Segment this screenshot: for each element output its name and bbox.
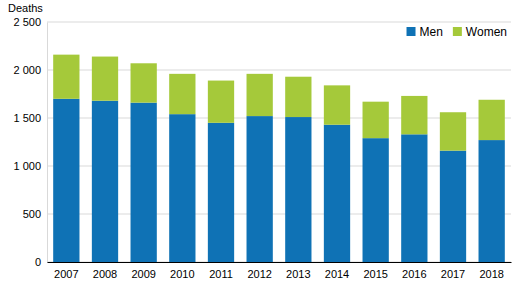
bar (479, 140, 505, 262)
plot: 0 500 1 000 1 500 2 000 2 500 2007 2008 2009 2010… (13, 16, 511, 280)
legend-item: Women (453, 25, 507, 39)
y-axis-title: Deaths (8, 2, 43, 14)
y-axis: 0 500 1 000 1 500 2 000 2 500 (13, 16, 47, 268)
chart: 0 500 1 000 1 500 2 000 2 500 2007 2008 2009 2010… (0, 0, 521, 302)
bar (440, 112, 466, 150)
x-tick-label: 2015 (363, 268, 387, 280)
x-tick: 2013 (286, 262, 310, 280)
x-tick: 2018 (479, 262, 503, 280)
x-tick: 2015 (363, 262, 387, 280)
bar (440, 151, 466, 262)
y-tick-label: 2 000 (13, 64, 41, 76)
x-tick: 2009 (131, 262, 155, 280)
bar (324, 85, 350, 124)
x-tick-label: 2013 (286, 268, 310, 280)
bar (324, 125, 350, 262)
x-tick-label: 2018 (479, 268, 503, 280)
x-tick-label: 2010 (170, 268, 194, 280)
y-tick-label: 0 (35, 256, 41, 268)
legend-label: Women (466, 25, 507, 39)
bar (92, 57, 118, 101)
x-tick-label: 2009 (131, 268, 155, 280)
x-tick: 2012 (247, 262, 271, 280)
series-1 (53, 55, 505, 151)
bar (363, 102, 389, 138)
bar (131, 63, 157, 102)
y-tick-label: 1 500 (13, 112, 41, 124)
x-tick-label: 2016 (402, 268, 426, 280)
x-tick: 2011 (209, 262, 233, 280)
x-tick: 2016 (402, 262, 426, 280)
legend: Women Men (407, 25, 507, 39)
legend-label: Men (420, 25, 443, 39)
bar (363, 138, 389, 262)
x-tick-label: 2008 (93, 268, 117, 280)
x-tick: 2007 (54, 262, 78, 280)
bar (401, 134, 427, 262)
bar (53, 55, 79, 99)
x-tick-label: 2017 (441, 268, 465, 280)
y-tick: 1 500 (13, 112, 47, 124)
y-tick-label: 2 500 (13, 16, 41, 28)
x-axis: 2007 2008 2009 2010 2011 2012 2013 2014 2015 2016… (48, 262, 512, 280)
bar (479, 100, 505, 140)
x-axis-line (48, 262, 512, 263)
legend-swatch (453, 27, 462, 36)
grid (47, 22, 511, 262)
x-tick-label: 2007 (54, 268, 78, 280)
bar (169, 114, 195, 262)
series-0 (53, 99, 505, 262)
bar (131, 103, 157, 262)
bar (92, 101, 118, 262)
bar (208, 123, 234, 262)
y-tick: 2 000 (13, 64, 47, 76)
y-tick: 1 000 (13, 160, 47, 172)
y-tick-label: 1 000 (13, 160, 41, 172)
x-tick-label: 2012 (247, 268, 271, 280)
bar (285, 77, 311, 117)
bar (247, 116, 273, 262)
legend-item: Men (407, 25, 443, 39)
bar (208, 81, 234, 123)
y-axis-line (47, 23, 48, 263)
y-tick: 0 (35, 256, 47, 268)
x-tick: 2017 (441, 262, 465, 280)
bar (401, 96, 427, 134)
x-tick-label: 2011 (209, 268, 233, 280)
x-tick: 2014 (325, 262, 349, 280)
y-tick: 500 (23, 208, 47, 220)
grid-line (47, 22, 511, 23)
bar (169, 74, 195, 114)
legend-swatch (407, 27, 416, 36)
x-tick: 2010 (170, 262, 194, 280)
bar (285, 117, 311, 262)
x-tick-label: 2014 (325, 268, 349, 280)
y-tick-label: 500 (23, 208, 41, 220)
y-tick: 2 500 (13, 16, 47, 28)
bars (53, 55, 505, 262)
bar (53, 99, 79, 262)
x-tick: 2008 (93, 262, 117, 280)
bar (247, 74, 273, 116)
